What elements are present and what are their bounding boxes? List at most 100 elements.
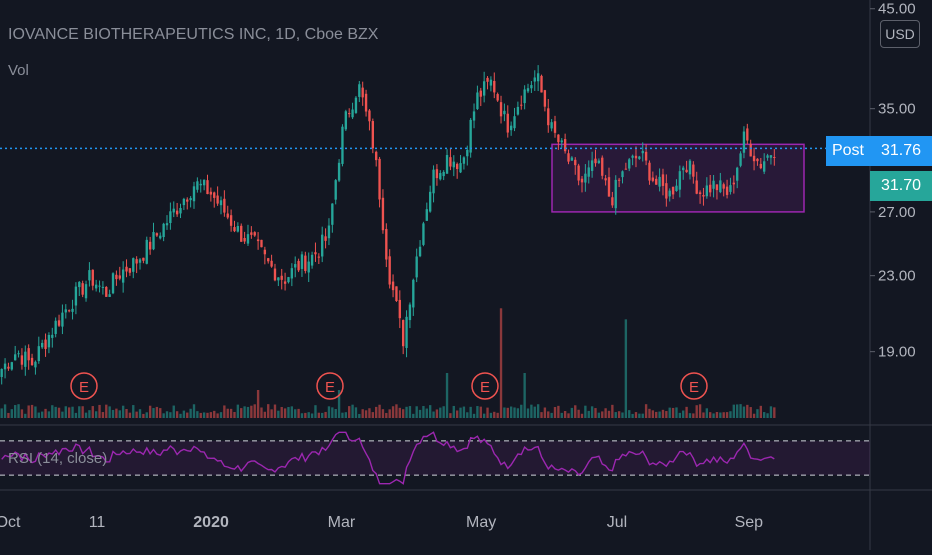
candle-body <box>54 320 57 334</box>
candle-body <box>614 179 617 209</box>
volume-bar <box>611 404 614 418</box>
volume-bar <box>253 404 256 418</box>
symbol-title: IOVANCE BIOTHERAPEUTICS INC, 1D, Cboe BZ… <box>8 26 379 43</box>
volume-bar <box>91 406 94 418</box>
volume-bar <box>364 410 368 418</box>
volume-bar <box>732 404 736 418</box>
volume-bar <box>479 406 482 418</box>
volume-bar <box>715 411 719 418</box>
volume-bar <box>297 408 300 418</box>
candle-body <box>47 334 51 348</box>
candle-body <box>321 234 324 257</box>
volume-bar <box>175 411 179 418</box>
volume-bar <box>590 406 594 418</box>
candle-body <box>304 255 307 271</box>
candle-body <box>580 178 584 183</box>
volume-bar <box>459 407 462 418</box>
volume-bar <box>729 411 732 418</box>
candle-body <box>250 232 253 235</box>
volume-bar <box>675 407 678 418</box>
candle-body <box>398 299 401 319</box>
volume-bar <box>378 404 381 418</box>
candle-body <box>533 77 536 82</box>
volume-bar <box>186 412 189 418</box>
volume-bar <box>206 412 209 418</box>
candle-body <box>354 97 358 113</box>
candle-body <box>84 284 88 299</box>
candle-body <box>30 357 34 366</box>
candle-body <box>553 121 557 133</box>
earnings-marker-label: E <box>689 379 699 396</box>
candle-body <box>310 254 314 266</box>
y-tick-label: 27.00 <box>878 204 916 221</box>
volume-bar <box>435 409 439 418</box>
volume-label: Vol <box>8 62 29 79</box>
candle-body <box>3 363 7 370</box>
candle-body <box>550 122 553 129</box>
volume-bar <box>250 405 253 418</box>
volume-bar <box>752 413 756 418</box>
volume-bar <box>47 411 51 418</box>
candle-body <box>159 235 162 239</box>
volume-bar <box>503 407 506 418</box>
volume-bar <box>607 410 611 418</box>
volume-bar <box>54 406 57 418</box>
volume-bar <box>550 412 553 418</box>
volume-bar <box>192 404 196 418</box>
candle-body <box>74 286 78 306</box>
volume-bar <box>202 412 206 418</box>
volume-bar <box>385 412 388 418</box>
candle-body <box>412 279 415 308</box>
currency-badge[interactable]: USD <box>880 20 920 48</box>
candle-body <box>641 150 644 154</box>
candle-body <box>462 157 466 164</box>
volume-bar <box>577 409 580 418</box>
volume-bar <box>506 407 509 418</box>
y-tick-label: 35.00 <box>878 101 916 118</box>
candle-body <box>334 180 337 200</box>
volume-bar <box>476 406 479 418</box>
candle-body <box>523 89 526 104</box>
x-tick-label: May <box>466 514 496 531</box>
volume-bar <box>172 405 175 418</box>
volume-bar <box>634 412 638 418</box>
candle-body <box>351 109 354 118</box>
candle-body <box>665 183 668 199</box>
candle-body <box>442 171 445 177</box>
volume-bar <box>314 405 317 418</box>
volume-bar <box>37 412 40 418</box>
earnings-marker-icon <box>70 372 98 400</box>
volume-bar <box>219 412 223 418</box>
volume-bar <box>557 405 560 418</box>
candle-body <box>543 90 547 107</box>
candle-body <box>520 104 523 106</box>
volume-bar <box>34 406 37 418</box>
volume-bar <box>30 404 34 418</box>
volume-bar <box>759 405 762 418</box>
y-tick-label: 23.00 <box>878 268 916 285</box>
candle-body <box>422 223 425 245</box>
post-market-label: Post <box>826 136 870 166</box>
volume-bar <box>597 412 601 418</box>
candle-body <box>61 312 64 327</box>
volume-bar <box>439 407 442 418</box>
volume-bar <box>159 408 162 418</box>
volume-bar <box>74 412 78 418</box>
volume-bar <box>280 406 283 418</box>
candle-body <box>381 197 385 231</box>
candle-body <box>64 309 67 313</box>
candle-body <box>246 234 250 244</box>
volume-bar <box>489 412 493 418</box>
volume-bar <box>300 413 304 418</box>
volume-bar <box>692 413 695 418</box>
volume-bar <box>709 412 712 418</box>
volume-bar <box>118 410 121 418</box>
candle-body <box>428 191 432 212</box>
volume-bar <box>682 410 685 418</box>
volume-bar <box>685 406 688 418</box>
volume-bar <box>651 410 655 418</box>
candle-body <box>540 75 543 93</box>
volume-bar <box>746 404 749 418</box>
